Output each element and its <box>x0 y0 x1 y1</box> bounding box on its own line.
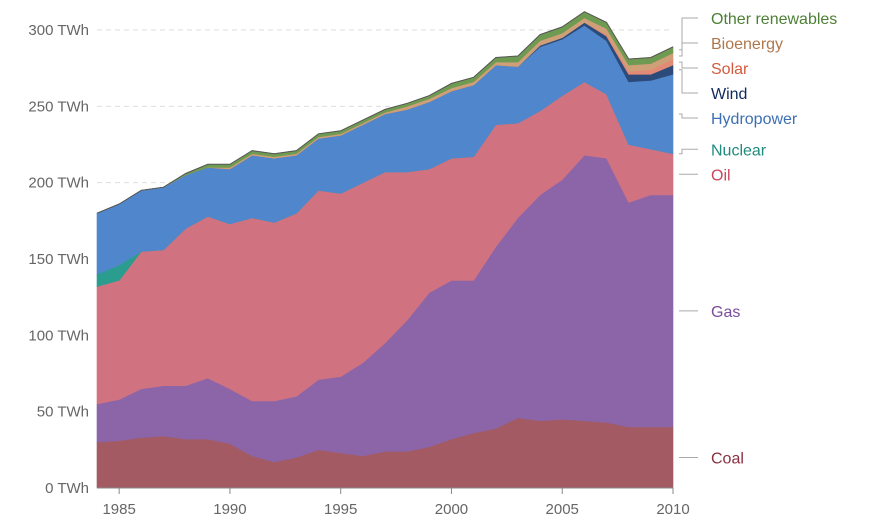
leader-hydropower <box>679 113 698 119</box>
legend-label-gas: Gas <box>711 304 740 321</box>
legend-label-bioenergy: Bioenergy <box>711 36 783 53</box>
legend-label-hydropower: Hydropower <box>711 111 798 128</box>
legend-label-other-renewables: Other renewables <box>711 11 837 28</box>
x-tick-label: 2010 <box>656 501 689 518</box>
x-tick-label: 1995 <box>324 501 357 518</box>
leader-other-renewables <box>679 17 698 51</box>
y-tick-label: 0 TWh <box>45 480 89 497</box>
x-axis-tick-labels: 1985 1990 1995 2000 2005 2010 <box>102 501 689 518</box>
y-tick-label: 150 TWh <box>28 251 89 268</box>
leader-wind <box>679 69 698 94</box>
total-outline <box>96 11 674 214</box>
series-legend-labels: Coal Gas Oil Nuclear Hydropower Wind Solar Bioe… <box>679 11 837 467</box>
y-tick-label: 200 TWh <box>28 175 89 192</box>
legend-label-solar: Solar <box>711 61 749 78</box>
y-tick-label: 50 TWh <box>37 404 89 421</box>
y-tick-label: 300 TWh <box>28 22 89 39</box>
legend-label-nuclear: Nuclear <box>711 142 767 159</box>
y-tick-label: 100 TWh <box>28 327 89 344</box>
x-tick-label: 2005 <box>546 501 579 518</box>
leader-solar <box>679 61 698 69</box>
x-tick-label: 1990 <box>213 501 246 518</box>
y-tick-label: 250 TWh <box>28 98 89 115</box>
x-tick-label: 2000 <box>435 501 468 518</box>
leader-nuclear <box>679 148 698 155</box>
legend-label-coal: Coal <box>711 450 744 467</box>
legend-label-wind: Wind <box>711 86 747 103</box>
x-tick-label: 1985 <box>102 501 135 518</box>
series-areas <box>96 11 674 489</box>
axes <box>97 487 674 494</box>
y-axis-tick-labels: 0 TWh 50 TWh 100 TWh 150 TWh 200 TWh 250 TWh 3… <box>28 22 89 497</box>
legend-label-oil: Oil <box>711 167 731 184</box>
